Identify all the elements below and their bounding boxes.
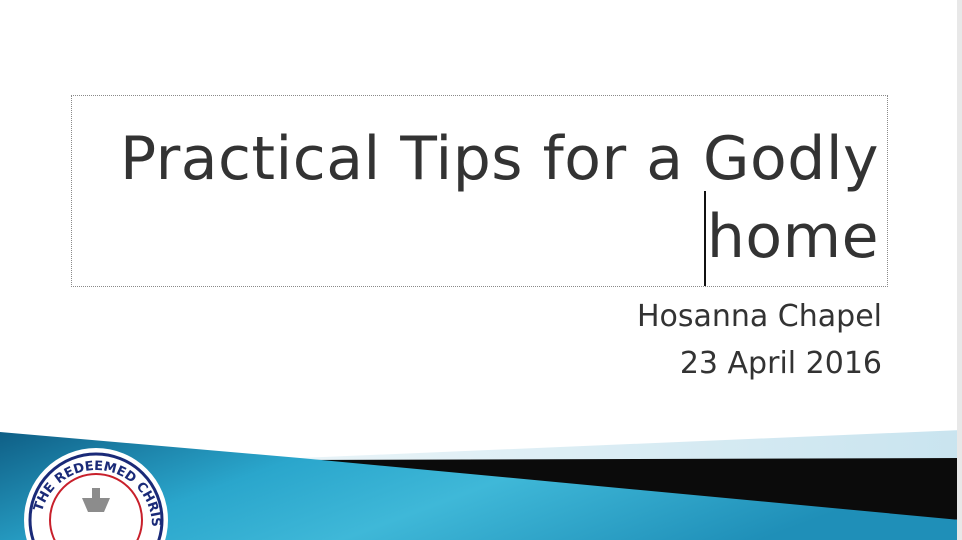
dark-band <box>300 458 962 520</box>
slide-title[interactable]: Practical Tips for a Godly home <box>119 124 879 272</box>
subtitle-placeholder[interactable]: Hosanna Chapel 23 April 2016 <box>637 293 882 387</box>
text-cursor <box>704 191 706 286</box>
subtitle-line-date: 23 April 2016 <box>679 346 882 381</box>
title-placeholder[interactable]: Practical Tips for a Godly home <box>71 95 888 287</box>
subtitle-line-location: Hosanna Chapel <box>636 299 882 334</box>
window-edge <box>957 0 962 540</box>
blue-band <box>0 432 962 540</box>
church-logo: THE REDEEMED CHRISTIAN <box>24 448 168 540</box>
light-band <box>300 430 962 462</box>
